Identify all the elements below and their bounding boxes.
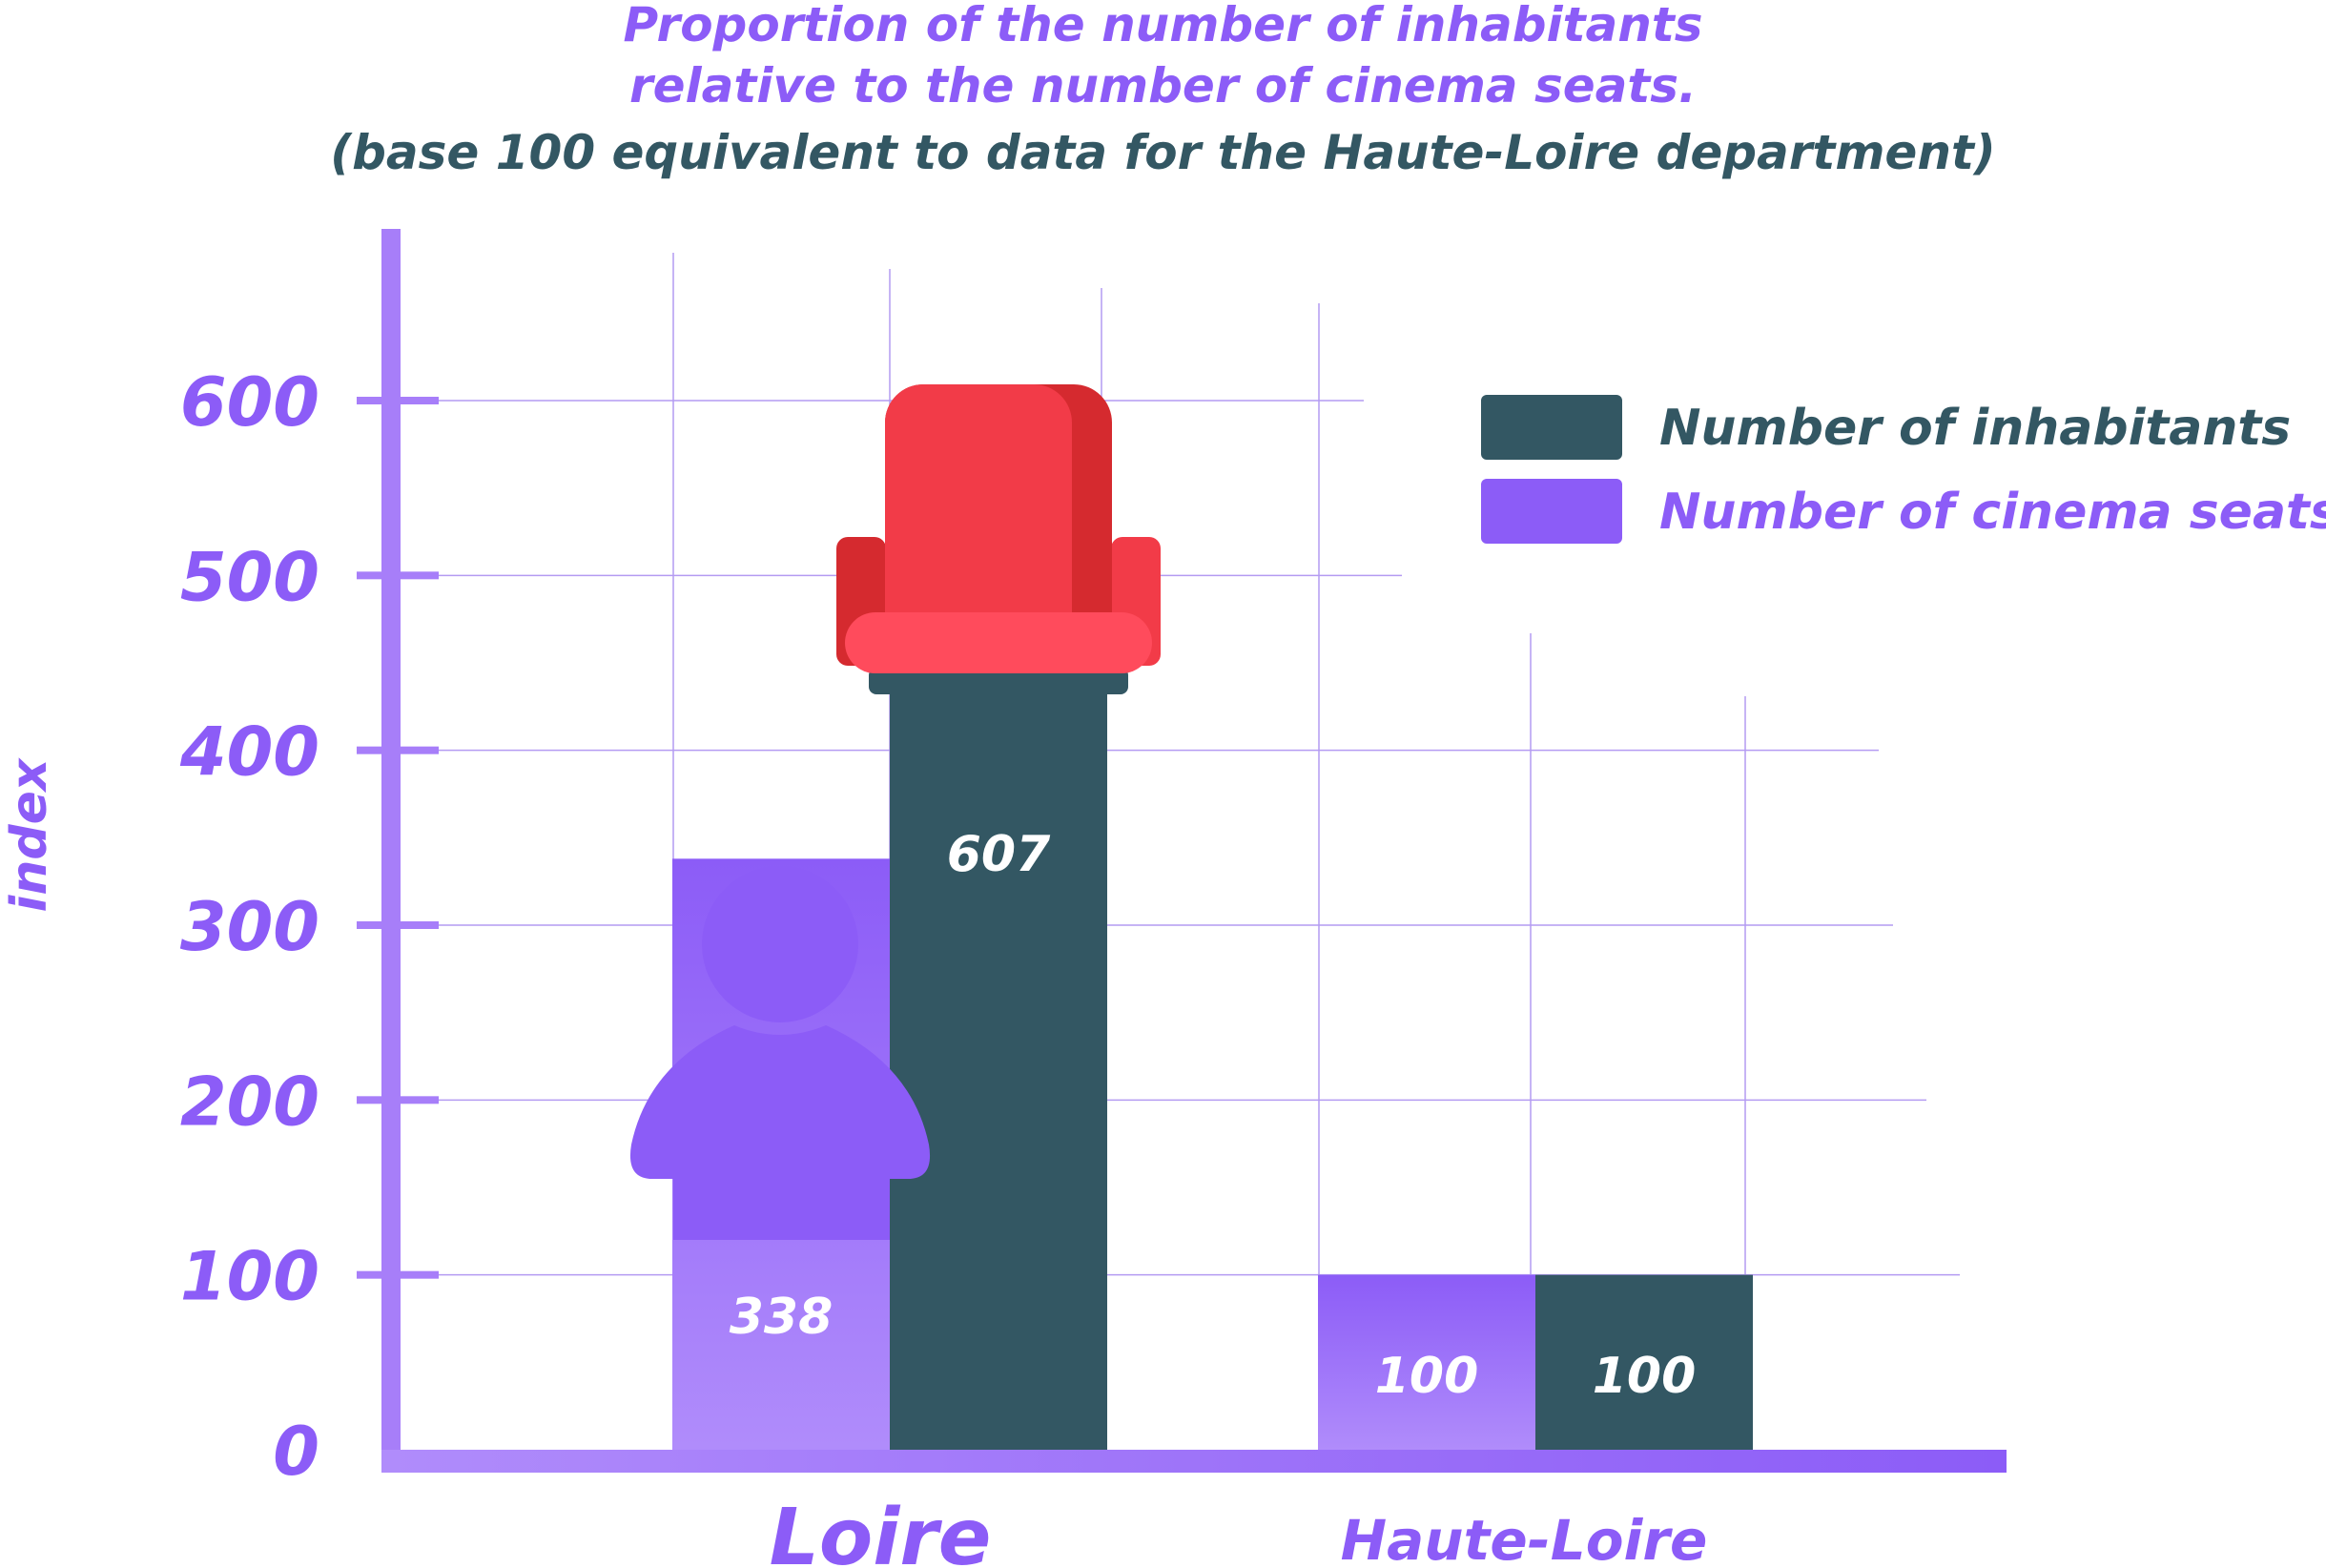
y-tick-500	[357, 571, 439, 580]
bar-haute-loire-seats	[1318, 1274, 1535, 1450]
y-tick-label-100: 100	[180, 1238, 319, 1316]
x-category-label-loire: Loire	[770, 1493, 992, 1568]
legend-label-0: Number of inhabitants	[1659, 400, 2291, 457]
axes	[357, 229, 2007, 1473]
person-icon	[629, 866, 931, 1240]
y-tick-100	[357, 1270, 439, 1279]
y-tick-label-400: 400	[179, 713, 319, 792]
value-label-haute-loire-0: 100	[1375, 1348, 1479, 1405]
value-label-loire-0: 338	[730, 1289, 834, 1346]
bar-haute-loire-inhabitants	[1535, 1274, 1753, 1450]
y-axis-line	[381, 229, 401, 1473]
chart-title-line-2: relative to the number of cinema seats.	[628, 58, 1698, 113]
seat-cushion	[845, 612, 1152, 673]
decorations	[629, 384, 1161, 1240]
seat-base	[869, 668, 1128, 694]
person-body	[629, 1025, 931, 1240]
y-tick-200	[357, 1096, 439, 1104]
y-tick-label-0: 0	[273, 1413, 319, 1491]
y-tick-label-300: 300	[180, 888, 319, 966]
seat-back	[885, 384, 1072, 651]
y-tick-300	[357, 921, 439, 929]
labels: 0 100 200 300 400 500 600 index 338 607 Loire 100 10…	[1, 363, 1707, 1568]
legend-swatch-0	[1481, 395, 1622, 460]
y-tick-label-600: 600	[180, 363, 319, 442]
chart-subtitle: (base 100 equivalent to data for the Hau…	[330, 125, 1996, 180]
y-tick-600	[357, 397, 439, 404]
cinema-seat-icon	[836, 384, 1161, 694]
legend: Number of inhabitants Number of cinema se…	[1481, 395, 2326, 544]
y-tick-400	[357, 746, 439, 754]
y-axis-label: index	[1, 757, 58, 912]
value-label-haute-loire-1: 100	[1593, 1348, 1697, 1405]
value-label-loire-1: 607	[947, 826, 1051, 883]
chart-title-line-1: Proportion of the number of inhabitants	[623, 0, 1703, 52]
x-category-label-haute-loire: Haute-Loire	[1341, 1508, 1708, 1568]
y-tick-label-200: 200	[180, 1063, 319, 1141]
person-head	[702, 866, 858, 1022]
bar-loire-inhabitants	[890, 679, 1107, 1450]
legend-swatch-1	[1481, 479, 1622, 544]
y-tick-label-500: 500	[180, 538, 319, 616]
x-axis-line	[381, 1450, 2007, 1473]
legend-label-1: Number of cinema seats	[1659, 484, 2326, 541]
